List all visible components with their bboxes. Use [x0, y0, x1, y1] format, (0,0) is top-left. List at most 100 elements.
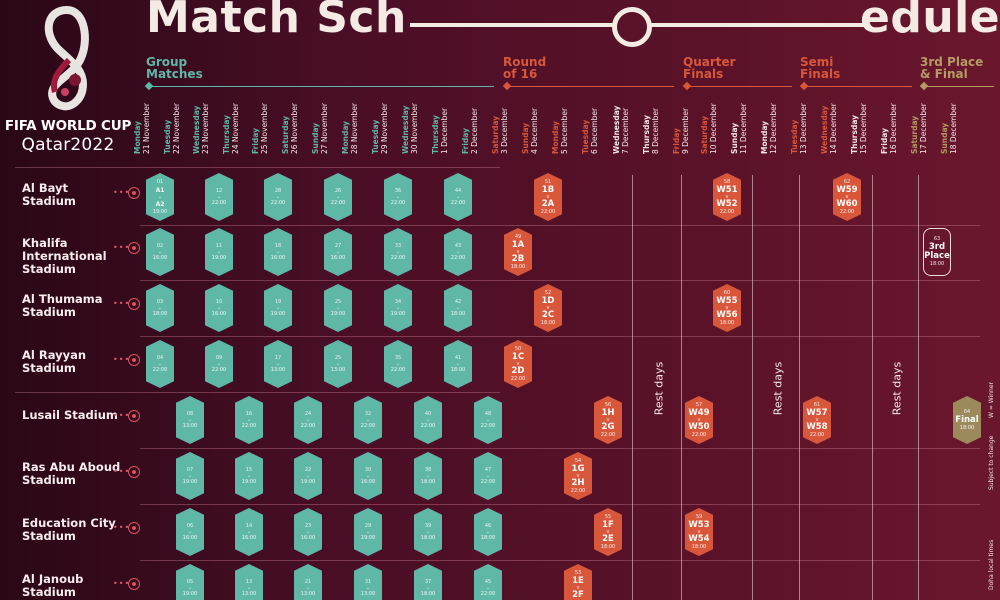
match-badge-53[interactable]: 531Ev2F18:00	[564, 564, 592, 600]
match-badge-47[interactable]: 47 ⌄ 22:00	[474, 452, 502, 500]
match-badge-58[interactable]: 58 W51 v W52 22:00	[713, 173, 741, 221]
match-badge-16[interactable]: 16 ⌄ 22:00	[235, 396, 263, 444]
match-badge-04[interactable]: 04 ⌄ 22:00	[146, 340, 174, 388]
match-badge-44[interactable]: 44 ⌄ 22:00	[444, 173, 472, 221]
match-away: W54	[688, 533, 710, 544]
stadium-location-icon[interactable]	[128, 466, 140, 478]
match-badge-28[interactable]: 28 ⌄ 22:00	[264, 173, 292, 221]
match-badge-54[interactable]: 54 1G v 2H 22:00	[564, 452, 592, 500]
date-day: Friday	[672, 127, 681, 154]
stadium-location-icon[interactable]	[128, 578, 140, 590]
match-badge-64[interactable]: 64 Final 18:00	[953, 396, 981, 444]
match-number: 25	[334, 354, 342, 361]
date-value: 16 December	[889, 103, 898, 154]
match-badge-22[interactable]: 22 ⌄ 19:00	[294, 452, 322, 500]
match-badge-27[interactable]: 27 ⌄ 16:00	[324, 228, 352, 276]
match-time: 19:00	[211, 254, 227, 261]
match-badge-63[interactable]: 63 3rd Place 18:00	[923, 228, 951, 276]
stadium-location-icon[interactable]	[128, 522, 140, 534]
match-badge-11[interactable]: 11 ⌄ 19:00	[205, 228, 233, 276]
match-badge-01[interactable]: 01 A1 ⌄ A2 19:00	[146, 173, 174, 221]
match-badge-23[interactable]: 23 ⌄ 16:00	[294, 508, 322, 556]
match-badge-52[interactable]: 52 1D v 2C 18:00	[534, 284, 562, 332]
match-badge-36[interactable]: 36 ⌄ 22:00	[384, 173, 412, 221]
match-badge-26[interactable]: 26 ⌄ 22:00	[324, 173, 352, 221]
match-badge-25[interactable]: 25 ⌄ 13:00	[324, 340, 352, 388]
subject-to-change-note: Subject to change	[988, 435, 995, 490]
match-badge-02[interactable]: 02 ⌄ 16:00	[146, 228, 174, 276]
match-badge-05[interactable]: 05 ⌄ 19:00	[176, 564, 204, 600]
match-badge-08[interactable]: 08 ⌄ 13:00	[176, 396, 204, 444]
match-badge-38[interactable]: 38 ⌄ 18:00	[414, 452, 442, 500]
stadium-location-icon[interactable]	[128, 187, 140, 199]
match-time: 18:00	[510, 263, 526, 270]
stadium-location-icon[interactable]	[128, 410, 140, 422]
match-vs-marker: ⌄	[246, 472, 252, 479]
match-badge-39[interactable]: 39 ⌄ 18:00	[414, 508, 442, 556]
match-badge-51[interactable]: 51 1B v 2A 22:00	[534, 173, 562, 221]
match-badge-30[interactable]: 30 ⌄ 16:00	[354, 452, 382, 500]
match-vs-marker: ⌄	[395, 360, 401, 367]
match-badge-13[interactable]: 13 ⌄ 13:00	[235, 564, 263, 600]
date-label: Sunday 4 December	[521, 108, 539, 154]
stage-label-3: Semi Finals	[800, 56, 890, 80]
date-value: 3 December	[500, 107, 509, 154]
match-badge-19[interactable]: 19 ⌄ 19:00	[264, 284, 292, 332]
match-badge-15[interactable]: 15 ⌄ 19:00	[235, 452, 263, 500]
match-vs-marker: ⌄	[335, 304, 341, 311]
match-badge-07[interactable]: 07 ⌄ 19:00	[176, 452, 204, 500]
stadium-location-icon[interactable]	[128, 242, 140, 254]
match-badge-56[interactable]: 56 1H v 2G 22:00	[594, 396, 622, 444]
match-badge-41[interactable]: 41 ⌄ 18:00	[444, 340, 472, 388]
match-badge-62[interactable]: 62 W59 v W60 22:00	[833, 173, 861, 221]
match-vs-marker: ⌄	[216, 193, 222, 200]
match-badge-03[interactable]: 03 ⌄ 18:00	[146, 284, 174, 332]
match-badge-34[interactable]: 34 ⌄ 19:00	[384, 284, 412, 332]
date-day: Monday	[133, 120, 142, 154]
qatar-2022-text: Qatar2022	[21, 135, 115, 155]
stadium-location-icon[interactable]	[128, 298, 140, 310]
match-time: 19:00	[300, 478, 316, 485]
match-badge-12[interactable]: 12 ⌄ 22:00	[205, 173, 233, 221]
match-badge-17[interactable]: 17 ⌄ 13:00	[264, 340, 292, 388]
match-badge-42[interactable]: 42 ⌄ 18:00	[444, 284, 472, 332]
match-badge-14[interactable]: 14 ⌄ 16:00	[235, 508, 263, 556]
match-badge-37[interactable]: 37 ⌄ 18:00	[414, 564, 442, 600]
match-badge-21[interactable]: 21 ⌄ 13:00	[294, 564, 322, 600]
match-badge-18[interactable]: 18 ⌄ 16:00	[264, 228, 292, 276]
match-time: 19:00	[390, 310, 406, 317]
match-badge-49[interactable]: 49 1A v 2B 18:00	[504, 228, 532, 276]
match-time: 16:00	[270, 254, 286, 261]
match-badge-33[interactable]: 33 ⌄ 22:00	[384, 228, 412, 276]
match-badge-50[interactable]: 50 1C v 2D 22:00	[504, 340, 532, 388]
stage-label-line2: Finals	[683, 67, 724, 81]
date-day: Friday	[251, 127, 260, 154]
match-badge-10[interactable]: 10 ⌄ 16:00	[205, 284, 233, 332]
date-label: Sunday 27 November	[311, 103, 329, 154]
match-badge-31[interactable]: 31 ⌄ 13:00	[354, 564, 382, 600]
match-badge-59[interactable]: 59 W53 v W54 18:00	[685, 508, 713, 556]
match-badge-43[interactable]: 43 ⌄ 22:00	[444, 228, 472, 276]
match-vs-marker: v	[815, 416, 819, 423]
match-badge-61[interactable]: 61 W57 v W58 22:00	[803, 396, 831, 444]
match-badge-29[interactable]: 29 ⌄ 19:00	[354, 508, 382, 556]
match-time: 22:00	[390, 199, 406, 206]
match-badge-40[interactable]: 40 ⌄ 22:00	[414, 396, 442, 444]
match-badge-06[interactable]: 06 ⌄ 16:00	[176, 508, 204, 556]
match-badge-09[interactable]: 09 ⌄ 22:00	[205, 340, 233, 388]
match-badge-32[interactable]: 32 ⌄ 22:00	[354, 396, 382, 444]
match-badge-25[interactable]: 25 ⌄ 19:00	[324, 284, 352, 332]
match-badge-46[interactable]: 46 ⌄ 18:00	[474, 508, 502, 556]
match-badge-24[interactable]: 24 ⌄ 22:00	[294, 396, 322, 444]
stage-label-0: Group Matches	[146, 56, 236, 80]
row-divider	[140, 448, 980, 449]
match-badge-45[interactable]: 45 ⌄ 22:00	[474, 564, 502, 600]
match-badge-48[interactable]: 48 ⌄ 22:00	[474, 396, 502, 444]
date-day: Saturday	[491, 115, 500, 154]
match-badge-35[interactable]: 35 ⌄ 22:00	[384, 340, 412, 388]
match-badge-55[interactable]: 55 1F v 2E 18:00	[594, 508, 622, 556]
date-day: Tuesday	[163, 119, 172, 154]
stadium-location-icon[interactable]	[128, 354, 140, 366]
match-badge-60[interactable]: 60 W55 v W56 18:00	[713, 284, 741, 332]
match-badge-57[interactable]: 57 W49 v W50 22:00	[685, 396, 713, 444]
